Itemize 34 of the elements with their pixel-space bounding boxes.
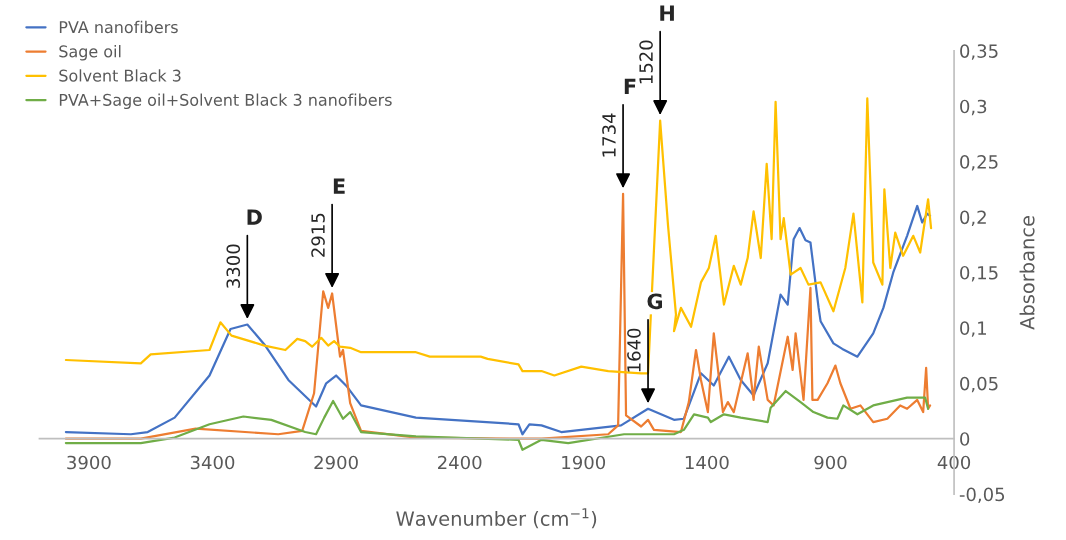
y-tick-label: 0,1 (960, 321, 986, 337)
annotation: 1520 (639, 40, 653, 84)
legend-label: PVA+Sage oil+Solvent Black 3 nanofibers (59, 93, 392, 109)
annotation: 3300 (226, 244, 241, 288)
annotation: 1734 (602, 113, 616, 157)
x-tick-label: 400 (937, 455, 971, 470)
x-tick-label: 1900 (562, 455, 606, 470)
x-tick-label: 1400 (685, 455, 729, 470)
x-tick-label: 3900 (67, 455, 111, 470)
legend-label: PVA nanofibers (59, 20, 178, 34)
line-series (64, 389, 930, 451)
annotation: F (624, 78, 636, 94)
x-axis-title: Wavenumber (cm$^{−1}$) (396, 508, 597, 529)
annotation: 2915 (311, 213, 325, 257)
y-tick-label: 0,3 (960, 99, 987, 116)
y-tick-label: 0,35 (960, 44, 998, 60)
annotation: E (333, 178, 345, 194)
annotation: H (660, 5, 674, 21)
y-tick-label: -0,05 (959, 487, 1005, 504)
legend-label: Sage oil (59, 45, 121, 61)
annotation: G (647, 293, 662, 310)
x-tick-label: 2900 (314, 455, 358, 470)
legend-label: Solvent Black 3 (59, 69, 181, 82)
y-tick-label: 0,2 (960, 210, 986, 226)
y-tick-label: 0 (960, 432, 970, 446)
x-tick-label: 2400 (438, 455, 482, 470)
y-axis-title: Absorbance (1019, 216, 1035, 330)
x-tick-label: 900 (814, 455, 847, 470)
y-tick-label: 0,15 (960, 265, 998, 282)
y-tick-label: 0,25 (960, 155, 998, 171)
annotation: D (247, 209, 262, 225)
x-tick-label: 3400 (190, 455, 235, 470)
annotation: 1640 (627, 328, 641, 372)
y-tick-label: 0,05 (960, 376, 998, 393)
